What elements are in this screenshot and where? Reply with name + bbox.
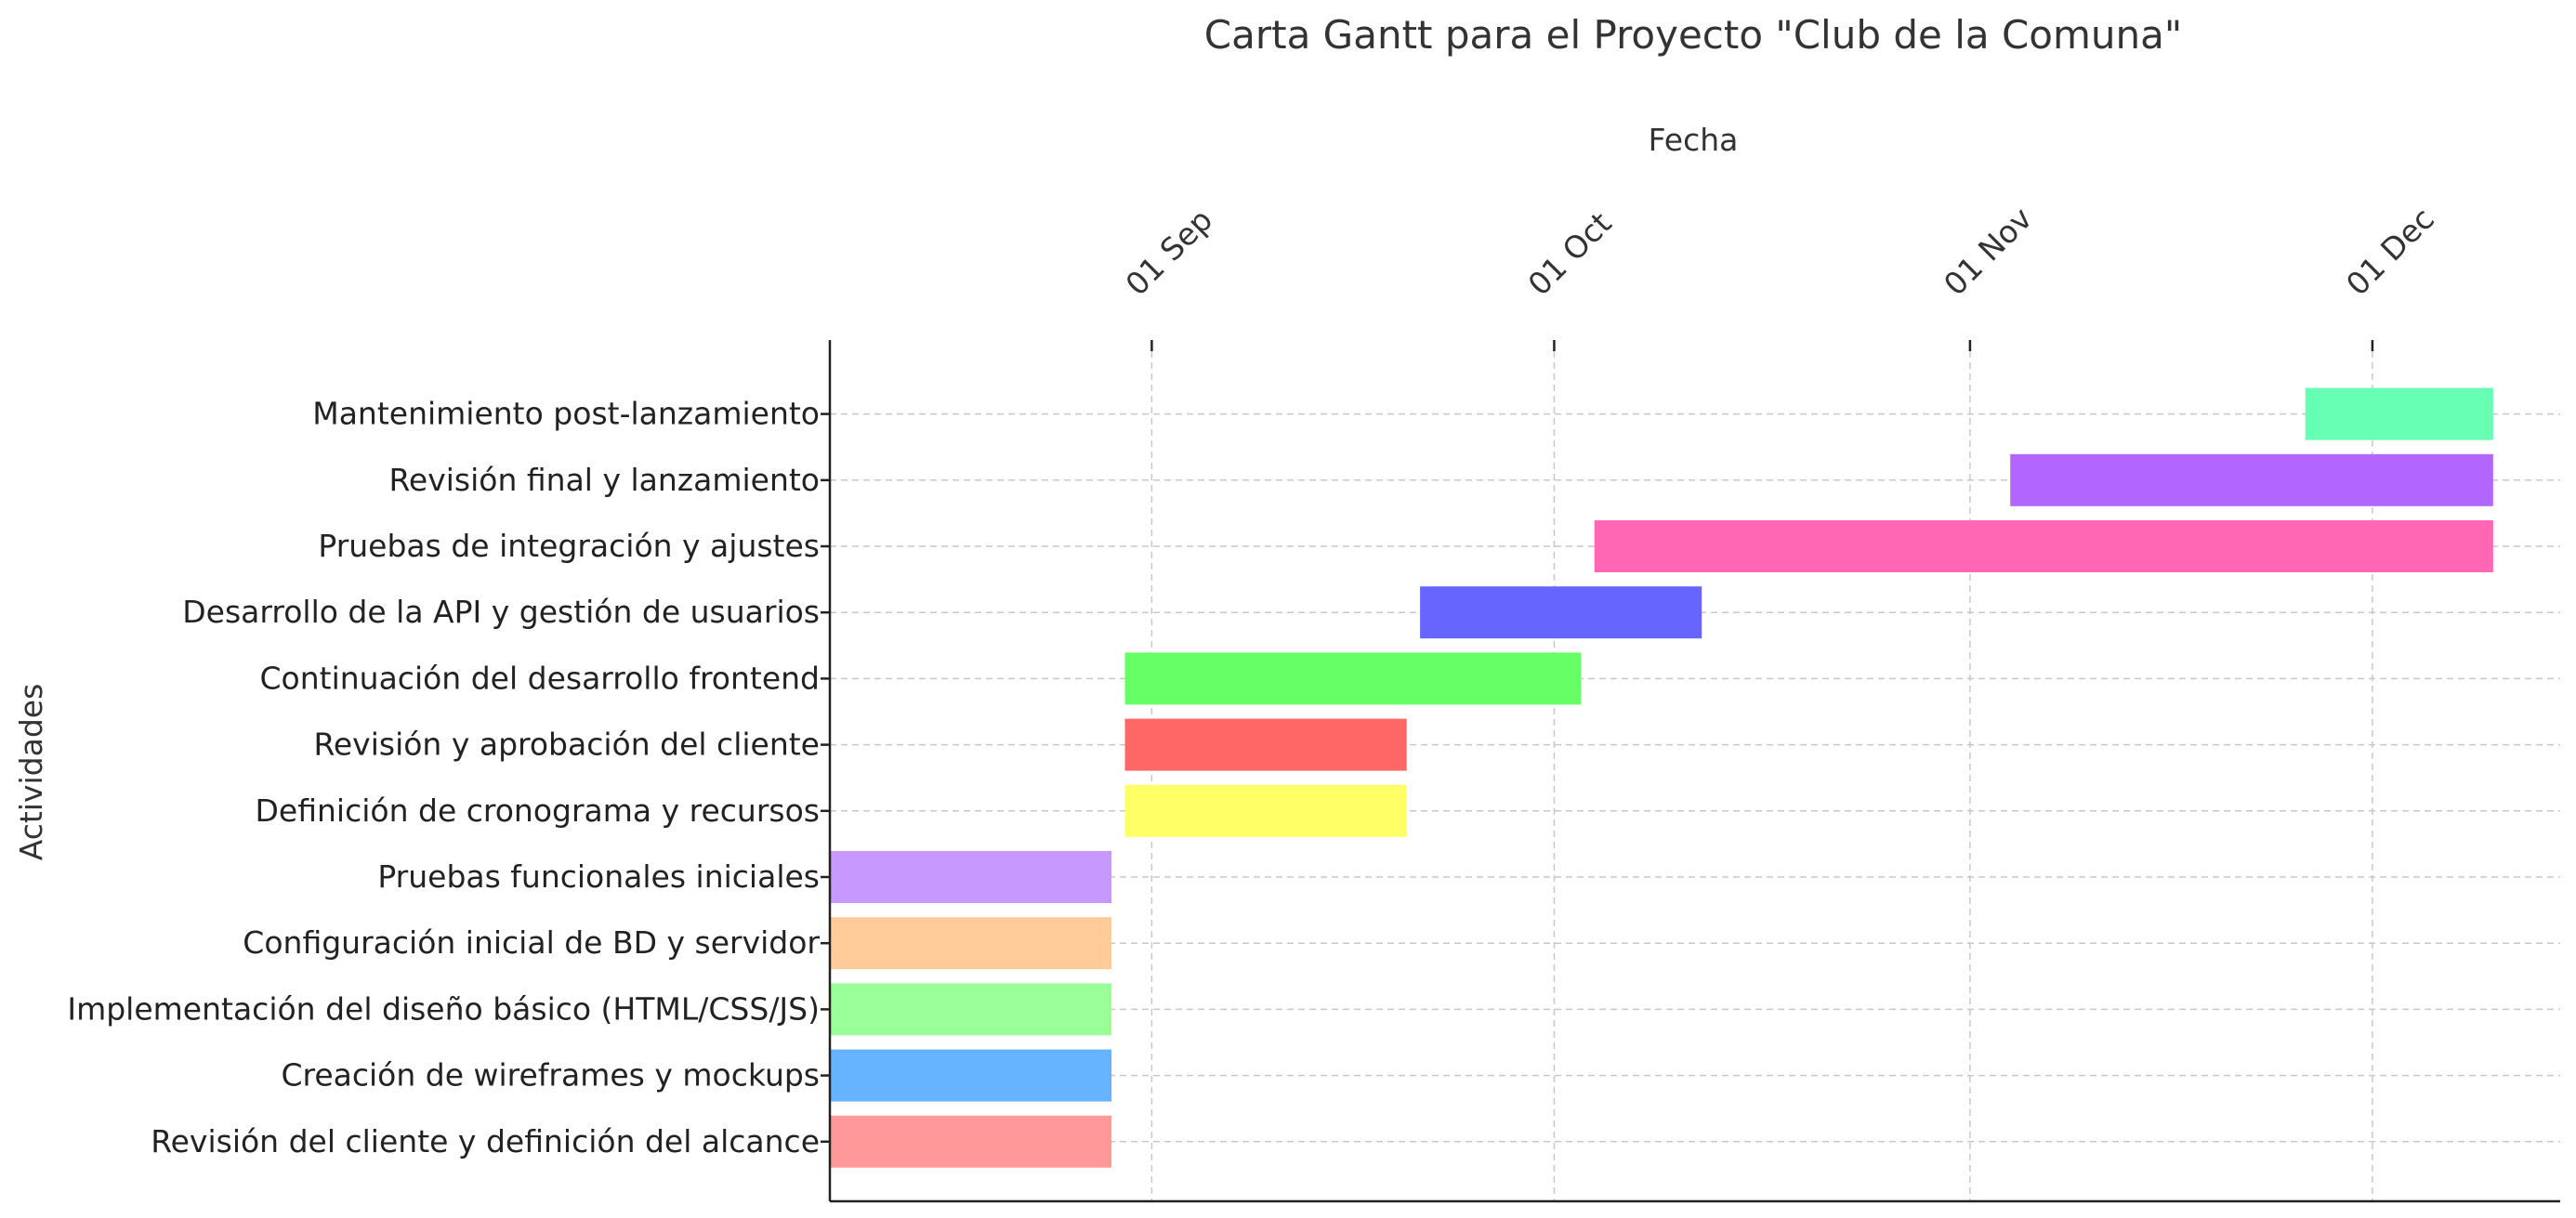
x-axis-label: Fecha <box>1649 122 1739 158</box>
task-label: Definición de cronograma y recursos <box>256 792 820 829</box>
x-ticks: 01 Sep 01 Oct 01 Nov 01 Dec <box>1118 200 2441 351</box>
x-tick-label: 01 Nov <box>1937 200 2039 302</box>
x-tick-label: 01 Sep <box>1118 202 1219 303</box>
gantt-bar <box>1124 718 1407 771</box>
task-bars <box>830 387 2493 1168</box>
task-label: Desarrollo de la API y gestión de usuari… <box>182 594 820 630</box>
gantt-bar <box>2305 387 2493 440</box>
task-label: Mantenimiento post-lanzamiento <box>312 396 820 432</box>
x-tick-label: 01 Dec <box>2339 201 2441 303</box>
task-label: Continuación del desarrollo frontend <box>260 660 821 696</box>
task-label: Pruebas de integración y ajustes <box>318 528 820 564</box>
gantt-bar <box>1124 784 1407 837</box>
task-label: Configuración inicial de BD y servidor <box>243 924 820 961</box>
gantt-bar <box>830 851 1112 903</box>
gantt-bar <box>2010 453 2493 506</box>
gantt-bar <box>830 917 1112 970</box>
y-axis-label: Actividades <box>13 684 49 861</box>
task-label: Creación de wireframes y mockups <box>281 1057 820 1094</box>
task-label: Revisión final y lanzamiento <box>388 462 820 498</box>
task-label: Pruebas funcionales iniciales <box>377 858 820 895</box>
gantt-bar <box>830 983 1112 1036</box>
x-tick-label: 01 Oct <box>1521 205 1619 303</box>
chart-title: Carta Gantt para el Proyecto "Club de la… <box>1204 12 2182 58</box>
task-label: Revisión del cliente y definición del al… <box>151 1123 820 1159</box>
gantt-bar <box>1124 652 1582 705</box>
gantt-bar <box>830 1049 1112 1102</box>
gantt-bar <box>1420 586 1702 639</box>
task-labels: Revisión del cliente y definición del al… <box>67 396 830 1159</box>
axes <box>828 340 2560 1203</box>
task-label: Implementación del diseño básico (HTML/C… <box>67 990 820 1027</box>
task-label: Revisión y aprobación del cliente <box>313 727 820 763</box>
gantt-bar <box>830 1115 1112 1168</box>
gantt-bar <box>1594 520 2493 572</box>
